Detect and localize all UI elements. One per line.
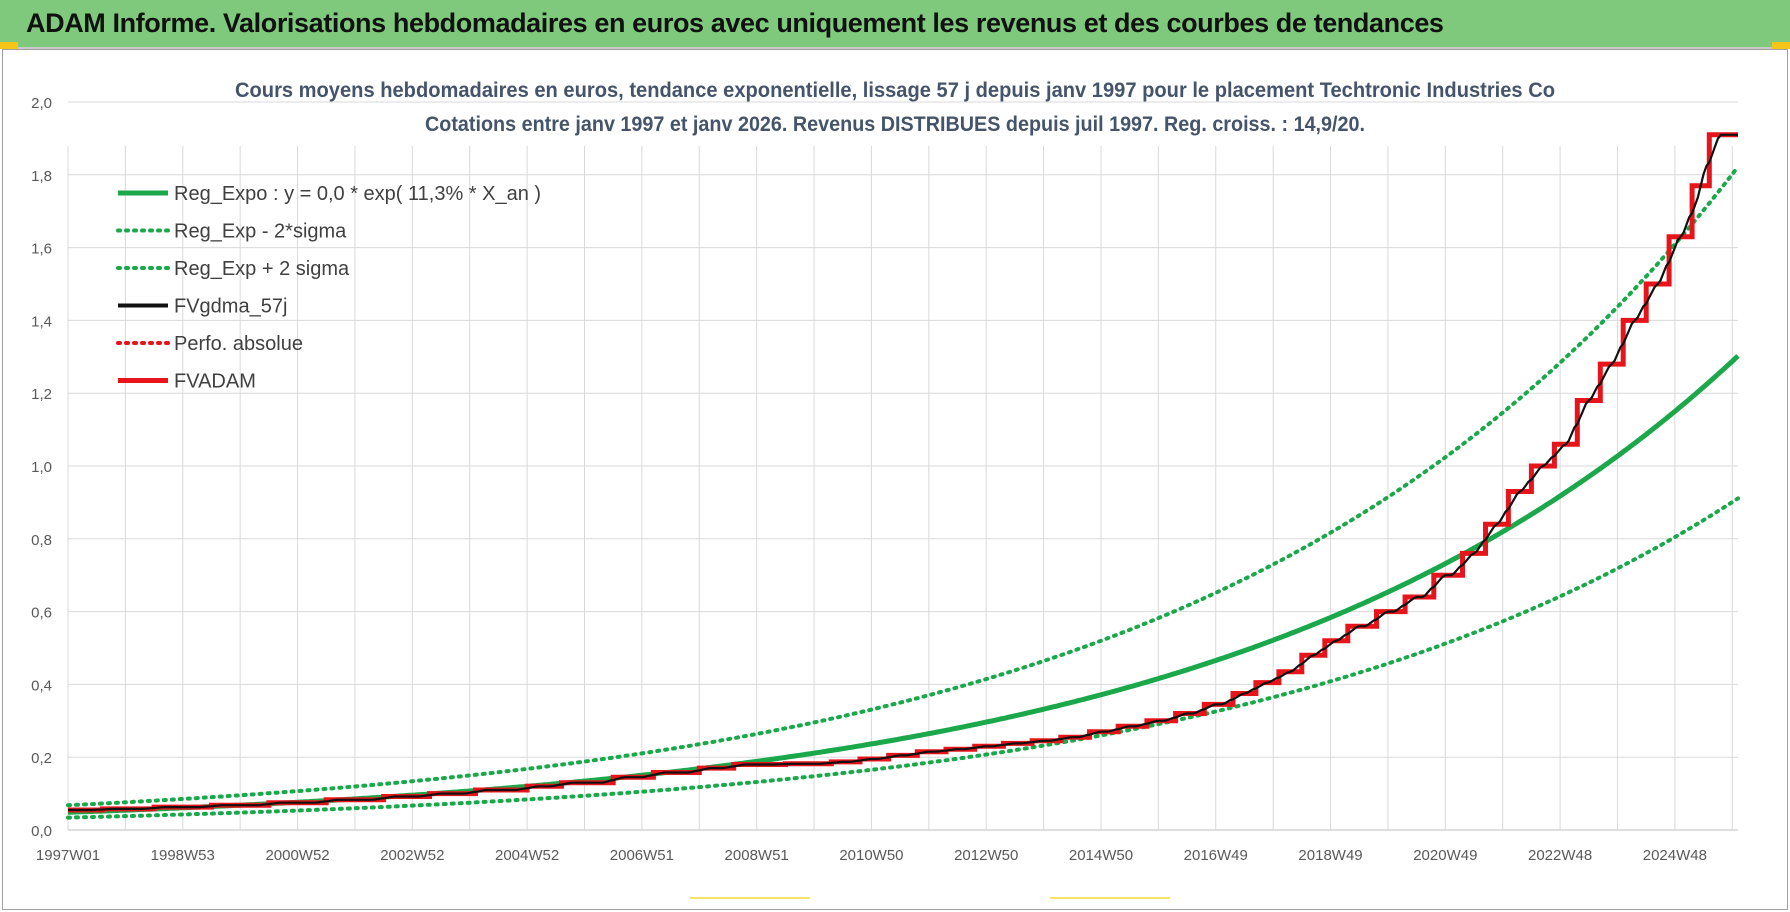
- legend-label: Perfo. absolue: [174, 333, 303, 355]
- y-tick-label: 0,2: [31, 750, 52, 767]
- x-tick-label: 2006W51: [610, 847, 674, 864]
- chart-frame: [2, 49, 1788, 910]
- legend-label: Reg_Expo : y = 0,0 * exp( 11,3% * X_an ): [174, 183, 541, 205]
- legend-label: FVgdma_57j: [174, 296, 287, 318]
- y-tick-label: 1,4: [31, 313, 52, 330]
- footer-marker-2: [1050, 897, 1170, 899]
- y-tick-label: 2,0: [31, 95, 52, 112]
- series-reg-exp-minus-2sigma: [66, 496, 1740, 820]
- x-tick-label: 1998W53: [151, 847, 215, 864]
- title-bar: ADAM Informe. Valorisations hebdomadaire…: [0, 0, 1790, 49]
- chart-title: Cours moyens hebdomadaires en euros, ten…: [235, 79, 1555, 102]
- y-tick-label: 1,6: [31, 241, 52, 258]
- x-tick-label: 2008W51: [725, 847, 789, 864]
- corner-marker-right: [1772, 42, 1790, 49]
- x-tick-label: 2024W48: [1643, 847, 1707, 864]
- x-tick-label: 2002W52: [380, 847, 444, 864]
- x-tick-label: 2020W49: [1413, 847, 1477, 864]
- x-tick-label: 2004W52: [495, 847, 559, 864]
- corner-marker-left: [0, 42, 18, 49]
- x-tick-label: 2010W50: [839, 847, 903, 864]
- series-reg-exp-plus-2sigma: [66, 164, 1740, 808]
- y-tick-label: 1,0: [31, 459, 52, 476]
- x-tick-label: 2016W49: [1184, 847, 1248, 864]
- x-tick-label: 1997W01: [36, 847, 100, 864]
- chart-legend: Reg_Expo : y = 0,0 * exp( 11,3% * X_an )…: [116, 183, 541, 393]
- footer-marker-1: [690, 897, 810, 899]
- series-fvgdma-57j: [68, 133, 1738, 812]
- legend-label: Reg_Exp + 2 sigma: [174, 258, 350, 280]
- page-title: ADAM Informe. Valorisations hebdomadaire…: [26, 8, 1444, 38]
- y-tick-label: 0,8: [31, 532, 52, 549]
- legend-label: FVADAM: [174, 371, 256, 393]
- x-tick-label: 2000W52: [265, 847, 329, 864]
- x-tick-label: 2022W48: [1528, 847, 1592, 864]
- y-tick-label: 0,6: [31, 605, 52, 622]
- y-tick-label: 1,8: [31, 168, 52, 185]
- x-tick-label: 2012W50: [954, 847, 1018, 864]
- y-tick-label: 1,2: [31, 386, 52, 403]
- legend-label: Reg_Exp - 2*sigma: [174, 221, 347, 243]
- x-tick-label: 2014W50: [1069, 847, 1133, 864]
- y-tick-label: 0,0: [31, 823, 52, 840]
- y-tick-label: 0,4: [31, 677, 52, 694]
- chart-subtitle: Cotations entre janv 1997 et janv 2026. …: [425, 113, 1365, 136]
- x-tick-label: 2018W49: [1298, 847, 1362, 864]
